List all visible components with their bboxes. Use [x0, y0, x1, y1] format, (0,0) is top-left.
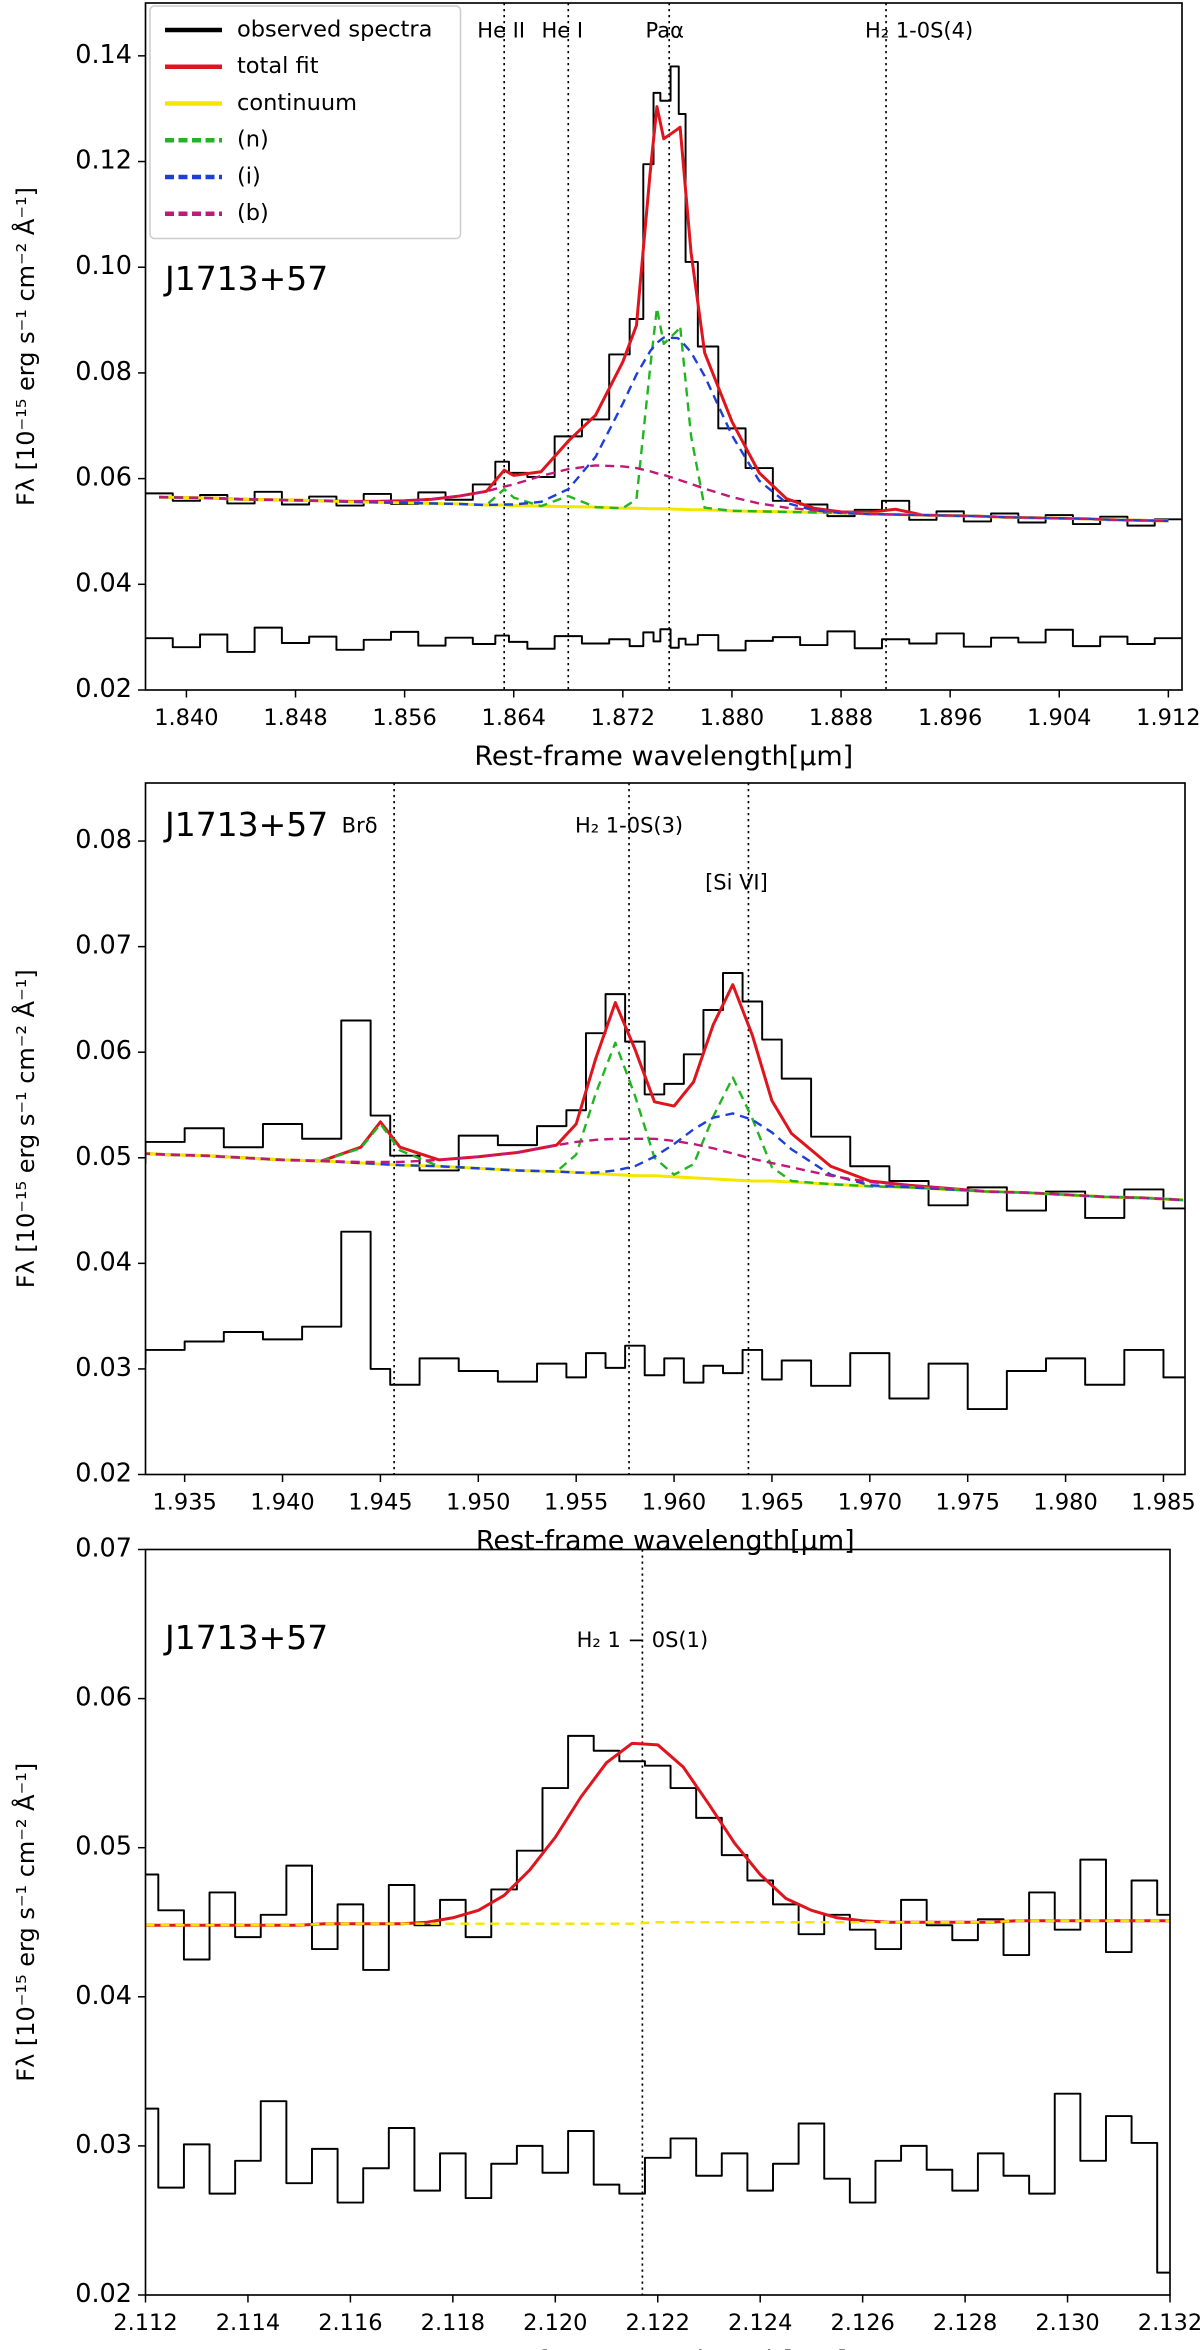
x-tick-label: 2.128 — [933, 2310, 997, 2336]
x-tick-label: 2.120 — [523, 2310, 587, 2336]
x-tick-label: 1.985 — [1131, 1489, 1195, 1515]
y-axis-label: Fλ [10⁻¹⁵ erg s⁻¹ cm⁻² Å⁻¹] — [11, 187, 40, 506]
y-tick-label: 0.10 — [75, 251, 132, 281]
x-tick-label: 1.940 — [250, 1489, 314, 1515]
x-axis-label: Rest-frame wavelength[μm] — [474, 741, 853, 772]
y-tick-label: 0.04 — [75, 568, 132, 598]
line-label: He II — [477, 18, 525, 42]
object-label: J1713+57 — [163, 805, 328, 844]
x-tick-label: 1.840 — [154, 705, 218, 731]
y-tick-label: 0.12 — [75, 146, 132, 176]
legend-label: (i) — [237, 163, 261, 189]
line-label: Paα — [646, 18, 684, 42]
x-tick-label: 1.935 — [152, 1489, 216, 1515]
fit-line — [145, 1741, 1170, 1927]
spectrum — [145, 1230, 1185, 1411]
x-axis-label: Rest-frame wavelength[μm] — [468, 2346, 847, 2350]
plot-area — [145, 782, 1185, 1475]
y-tick-label: 0.06 — [75, 1036, 132, 1066]
y-tick-label: 0.04 — [75, 1981, 132, 2011]
x-tick-label: 1.864 — [482, 705, 546, 731]
x-tick-label: 1.848 — [263, 705, 327, 731]
x-tick-label: 1.965 — [740, 1489, 804, 1515]
plot-area — [145, 2, 1182, 690]
legend-label: observed spectra — [237, 16, 432, 42]
fit-line — [159, 464, 1169, 523]
x-tick-label: 2.118 — [421, 2310, 485, 2336]
y-tick-label: 0.03 — [75, 2130, 132, 2160]
fit-line — [145, 983, 1184, 1202]
x-tick-label: 2.126 — [830, 2310, 894, 2336]
y-tick-label: 0.04 — [75, 1247, 132, 1277]
y-tick-label: 0.08 — [75, 825, 132, 855]
legend-label: continuum — [237, 90, 357, 116]
y-tick-label: 0.02 — [75, 674, 132, 704]
plot-area — [145, 1549, 1170, 2295]
axes-frame — [144, 782, 1186, 1476]
fit-line — [145, 1919, 1170, 1927]
object-label: J1713+57 — [163, 259, 328, 298]
line-label: Brδ — [342, 813, 378, 837]
x-tick-label: 2.112 — [113, 2310, 177, 2336]
x-tick-label: 1.980 — [1033, 1489, 1097, 1515]
y-tick-label: 0.06 — [75, 463, 132, 493]
x-tick-label: 2.130 — [1035, 2310, 1099, 2336]
x-tick-label: 2.114 — [216, 2310, 280, 2336]
line-label: H₂ 1-0S(3) — [575, 813, 683, 837]
legend-label: total fit — [237, 53, 319, 79]
line-label: [Si VI] — [705, 870, 768, 894]
y-tick-label: 0.02 — [75, 2279, 132, 2309]
x-tick-label: 1.955 — [544, 1489, 608, 1515]
x-tick-label: 2.124 — [728, 2310, 792, 2336]
spectrum — [145, 2092, 1170, 2274]
x-tick-label: 2.116 — [318, 2310, 382, 2336]
y-tick-label: 0.02 — [75, 1458, 132, 1488]
spectrum — [145, 626, 1182, 653]
line-label: H₂ 1-0S(4) — [865, 18, 973, 42]
line-label: H₂ 1 − 0S(1) — [577, 1628, 709, 1652]
spectrum — [145, 65, 1182, 527]
x-tick-label: 1.896 — [918, 705, 982, 731]
fit-line — [159, 306, 1169, 523]
y-tick-label: 0.05 — [75, 1832, 132, 1862]
fit-line — [145, 1137, 1184, 1202]
y-tick-label: 0.03 — [75, 1353, 132, 1383]
x-tick-label: 1.904 — [1027, 705, 1091, 731]
axes-frame — [144, 2, 1183, 691]
y-axis-label: Fλ [10⁻¹⁵ erg s⁻¹ cm⁻² Å⁻¹] — [11, 1763, 40, 2082]
fit-line — [145, 1112, 1184, 1202]
x-tick-label: 1.856 — [372, 705, 436, 731]
y-tick-label: 0.07 — [75, 1533, 132, 1563]
spectrum — [145, 1734, 1170, 1971]
y-tick-label: 0.06 — [75, 1683, 132, 1713]
y-tick-label: 0.14 — [75, 40, 132, 70]
x-tick-label: 2.122 — [626, 2310, 690, 2336]
legend-box — [149, 5, 462, 240]
y-tick-label: 0.07 — [75, 931, 132, 961]
legend-label: (n) — [237, 127, 269, 153]
x-tick-label: 1.872 — [591, 705, 655, 731]
y-tick-label: 0.08 — [75, 357, 132, 387]
y-tick-label: 0.05 — [75, 1142, 132, 1172]
x-tick-label: 2.132 — [1138, 2310, 1200, 2336]
x-tick-label: 1.945 — [348, 1489, 412, 1515]
x-tick-label: 1.880 — [700, 705, 764, 731]
fit-line — [159, 336, 1169, 523]
spectrum — [145, 972, 1185, 1219]
x-tick-label: 1.950 — [446, 1489, 510, 1515]
x-tick-label: 1.888 — [809, 705, 873, 731]
y-axis-label: Fλ [10⁻¹⁵ erg s⁻¹ cm⁻² Å⁻¹] — [11, 969, 40, 1288]
line-label: He I — [542, 18, 584, 42]
legend-label: (b) — [237, 200, 269, 226]
x-tick-label: 1.912 — [1136, 705, 1200, 731]
x-tick-label: 1.975 — [936, 1489, 1000, 1515]
x-tick-label: 1.970 — [838, 1489, 902, 1515]
object-label: J1713+57 — [163, 1618, 328, 1657]
x-axis-label: Rest-frame wavelength[μm] — [476, 1525, 855, 1556]
x-tick-label: 1.960 — [642, 1489, 706, 1515]
